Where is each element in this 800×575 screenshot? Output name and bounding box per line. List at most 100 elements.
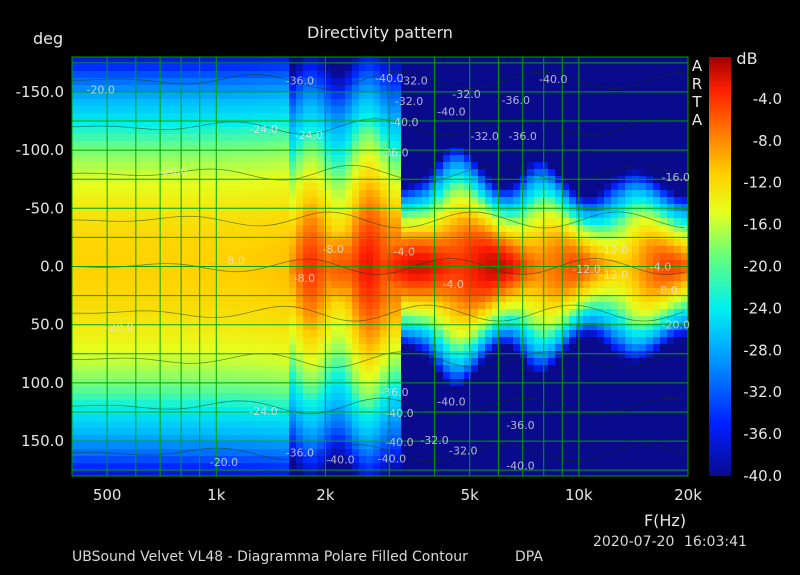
heat-cell	[366, 260, 374, 268]
heat-cell	[478, 274, 486, 282]
heat-cell	[604, 372, 612, 380]
heat-cell	[541, 85, 549, 93]
heat-cell	[100, 190, 108, 198]
heat-cell	[261, 414, 269, 422]
heat-cell	[604, 57, 612, 65]
heat-cell	[534, 330, 542, 338]
heat-cell	[107, 414, 115, 422]
heat-cell	[72, 85, 80, 93]
heat-cell	[114, 330, 122, 338]
heat-cell	[310, 274, 318, 282]
heat-cell	[380, 92, 388, 100]
heat-cell	[576, 463, 584, 471]
heat-cell	[135, 211, 143, 219]
heat-cell	[268, 120, 276, 128]
heat-cell	[100, 330, 108, 338]
heat-cell	[520, 309, 528, 317]
heat-cell	[471, 225, 479, 233]
heat-cell	[583, 64, 591, 72]
heat-cell	[79, 218, 87, 226]
heat-cell	[443, 127, 451, 135]
heat-cell	[219, 456, 227, 464]
heat-cell	[128, 169, 136, 177]
heat-cell	[282, 183, 290, 191]
heat-cell	[450, 92, 458, 100]
heat-cell	[394, 169, 402, 177]
heat-cell	[485, 323, 493, 331]
heat-cell	[548, 302, 556, 310]
heat-cell	[471, 204, 479, 212]
heat-cell	[317, 162, 325, 170]
heat-cell	[275, 386, 283, 394]
heat-cell	[254, 267, 262, 275]
heat-cell	[457, 57, 465, 65]
heat-cell	[646, 281, 654, 289]
heat-cell	[394, 99, 402, 107]
heat-cell	[625, 253, 633, 261]
heat-cell	[450, 260, 458, 268]
heat-cell	[485, 358, 493, 366]
heat-cell	[373, 428, 381, 436]
heat-cell	[373, 442, 381, 450]
heat-cell	[198, 435, 206, 443]
side-letter: R	[692, 75, 702, 93]
heat-cell	[548, 414, 556, 422]
heat-cell	[93, 302, 101, 310]
heat-cell	[170, 351, 178, 359]
heat-cell	[499, 428, 507, 436]
heat-cell	[639, 386, 647, 394]
heat-cell	[527, 211, 535, 219]
heat-cell	[506, 463, 514, 471]
heat-cell	[345, 393, 353, 401]
heat-cell	[72, 463, 80, 471]
heat-cell	[555, 435, 563, 443]
heat-cell	[576, 309, 584, 317]
heat-cell	[184, 169, 192, 177]
heat-cell	[338, 372, 346, 380]
heat-cell	[625, 204, 633, 212]
heat-cell	[471, 183, 479, 191]
heat-cell	[352, 330, 360, 338]
heat-cell	[604, 428, 612, 436]
heat-cell	[107, 127, 115, 135]
heat-cell	[296, 351, 304, 359]
heat-cell	[247, 442, 255, 450]
heat-cell	[513, 344, 521, 352]
heat-cell	[240, 204, 248, 212]
heat-cell	[198, 267, 206, 275]
heat-cell	[72, 330, 80, 338]
heat-cell	[625, 267, 633, 275]
heat-cell	[576, 400, 584, 408]
heat-cell	[128, 155, 136, 163]
heat-cell	[569, 309, 577, 317]
heat-cell	[639, 337, 647, 345]
heat-cell	[569, 365, 577, 373]
heat-cell	[254, 246, 262, 254]
heat-cell	[121, 162, 129, 170]
heat-cell	[121, 71, 129, 79]
heat-cell	[618, 316, 626, 324]
heat-cell	[415, 225, 423, 233]
heat-cell	[590, 407, 598, 415]
heat-cell	[240, 239, 248, 247]
heat-cell	[373, 400, 381, 408]
heat-cell	[492, 71, 500, 79]
heat-cell	[142, 225, 150, 233]
heat-cell	[443, 344, 451, 352]
heat-cell	[555, 372, 563, 380]
heat-cell	[331, 169, 339, 177]
heat-cell	[100, 421, 108, 429]
heat-cell	[562, 337, 570, 345]
heat-cell	[191, 92, 199, 100]
heat-cell	[191, 225, 199, 233]
heat-cell	[429, 435, 437, 443]
heat-cell	[436, 211, 444, 219]
heat-cell	[492, 127, 500, 135]
heat-cell	[590, 274, 598, 282]
heat-cell	[534, 407, 542, 415]
heat-cell	[401, 204, 409, 212]
heat-cell	[184, 288, 192, 296]
heat-cell	[415, 57, 423, 65]
heat-cell	[191, 239, 199, 247]
heat-cell	[310, 232, 318, 240]
